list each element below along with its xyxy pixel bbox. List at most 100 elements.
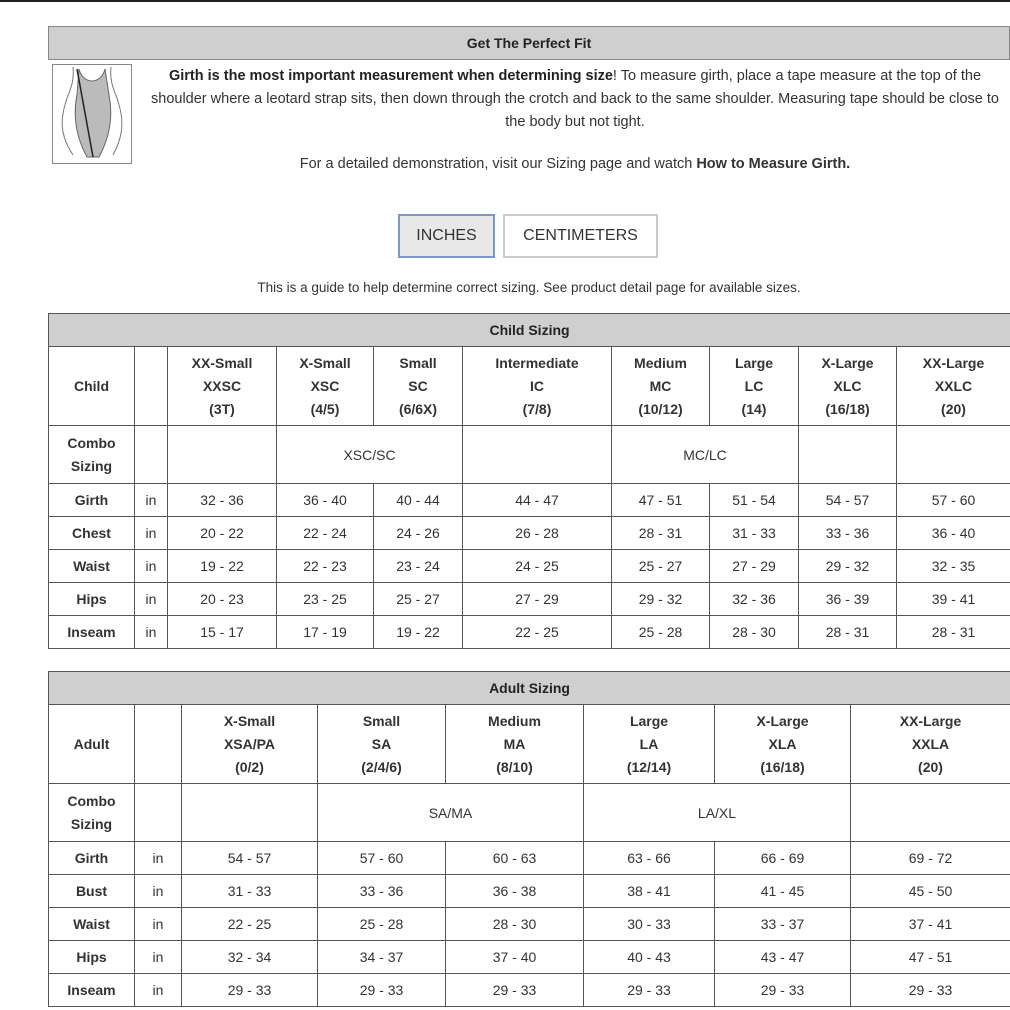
table-corner-label: Adult: [48, 704, 135, 784]
size-header: XX-Small XXSC (3T): [167, 346, 277, 426]
measurement-value: 57 - 60: [895, 483, 1010, 517]
table-row: Inseam in 29 - 33 29 - 33 29 - 33 29 - 33 29 -…: [48, 973, 1010, 1007]
measurement-value: 20 - 22: [167, 516, 277, 550]
adult-sizing-table: Adult Sizing Adult X-Small XSA/PA (0/2) Small…: [47, 671, 1010, 1007]
table-row: Chest in 20 - 22 22 - 24 24 - 26 26 - 28 28 - …: [48, 516, 1010, 550]
size-header-line: XLC: [833, 377, 862, 394]
measurement-value: 30 - 33: [583, 907, 715, 941]
size-header: Medium MC (10/12): [611, 346, 710, 426]
measurement-value: 29 - 32: [611, 582, 710, 616]
combo-cell: MC/LC: [611, 425, 799, 484]
measurement-label: Girth: [48, 483, 135, 517]
unit-header: [134, 346, 168, 426]
measurement-value: 47 - 51: [849, 940, 1010, 974]
measurement-value: 24 - 25: [462, 549, 612, 583]
measurement-label: Inseam: [48, 615, 135, 649]
table-row: Inseam in 15 - 17 17 - 19 19 - 22 22 - 25 25 -…: [48, 615, 1010, 649]
measurement-value: 32 - 36: [709, 582, 799, 616]
measurement-value: 39 - 41: [895, 582, 1010, 616]
size-header-line: MC: [649, 377, 672, 394]
size-header-line: XXLA: [911, 735, 950, 752]
size-header: X-Small XSC (4/5): [276, 346, 374, 426]
size-header-line: XX-Large: [922, 354, 985, 371]
measurement-label: Inseam: [48, 973, 135, 1007]
size-header: Small SC (6/6X): [373, 346, 463, 426]
combo-label-line: Sizing: [70, 815, 113, 832]
measurement-value: 22 - 24: [276, 516, 374, 550]
size-header-line: MA: [503, 735, 526, 752]
measurement-value: 29 - 33: [181, 973, 318, 1007]
measurement-value: 28 - 31: [611, 516, 710, 550]
measurement-value: 22 - 25: [181, 907, 318, 941]
size-header-line: (0/2): [235, 758, 264, 775]
measurement-value: 57 - 60: [317, 841, 446, 875]
unit-cell: in: [134, 841, 182, 875]
size-header: Small SA (2/4/6): [317, 704, 446, 784]
combo-cell: SA/MA: [317, 783, 584, 842]
measurement-value: 32 - 36: [167, 483, 277, 517]
size-header: Intermediate IC (7/8): [462, 346, 612, 426]
measurement-value: 22 - 25: [462, 615, 612, 649]
table-row: Waist in 19 - 22 22 - 23 23 - 24 24 - 25 25 - …: [48, 549, 1010, 583]
measurement-value: 44 - 47: [462, 483, 612, 517]
size-header-line: Small: [362, 712, 401, 729]
measurement-value: 28 - 31: [895, 615, 1010, 649]
measurement-value: 27 - 29: [462, 582, 612, 616]
unit-cell: in: [134, 483, 168, 517]
unit-cell: in: [134, 615, 168, 649]
measurement-value: 31 - 33: [709, 516, 799, 550]
measurement-value: 23 - 25: [276, 582, 374, 616]
size-header-line: (10/12): [638, 400, 683, 417]
size-header-line: (8/10): [496, 758, 533, 775]
how-to-measure-girth-link[interactable]: How to Measure Girth.: [696, 156, 851, 172]
combo-cell: [895, 425, 1010, 484]
size-header-row: Adult X-Small XSA/PA (0/2) Small SA (2/4/6) Med…: [48, 704, 1010, 784]
demo-text-lead: For a detailed demonstration, visit our …: [299, 156, 697, 172]
unit-cell: [134, 783, 182, 842]
measurement-label: Waist: [48, 907, 135, 941]
unit-cell: in: [134, 874, 182, 908]
measurement-value: 15 - 17: [167, 615, 277, 649]
size-header: Medium MA (8/10): [445, 704, 584, 784]
measurement-value: 29 - 32: [798, 549, 897, 583]
table-row: Waist in 22 - 25 25 - 28 28 - 30 30 - 33 33 - …: [48, 907, 1010, 941]
measurement-label: Waist: [48, 549, 135, 583]
measurement-value: 40 - 43: [583, 940, 715, 974]
measurement-value: 33 - 36: [798, 516, 897, 550]
measurement-value: 66 - 69: [714, 841, 851, 875]
measurement-label: Girth: [48, 841, 135, 875]
size-header-line: Medium: [488, 712, 541, 729]
leotard-girth-illustration: [52, 64, 132, 164]
unit-cell: in: [134, 516, 168, 550]
combo-sizing-row: Combo Sizing XSC/SC MC/LC: [48, 425, 1010, 484]
girth-instructions: Girth is the most important measurement …: [140, 65, 1010, 134]
size-header-line: LC: [744, 377, 764, 394]
combo-sizing-label: Combo Sizing: [48, 425, 135, 484]
inches-button[interactable]: INCHES: [398, 214, 495, 258]
size-header-line: SC: [408, 377, 428, 394]
size-header-line: (14): [741, 400, 767, 417]
size-header: Large LC (14): [709, 346, 799, 426]
measurement-value: 54 - 57: [181, 841, 318, 875]
child-sizing-table: Child Sizing Child XX-Small XXSC (3T) X-Small…: [47, 313, 1010, 649]
measurement-value: 23 - 24: [373, 549, 463, 583]
girth-instructions-text: ! To measure girth, place a tape measure…: [151, 68, 999, 130]
measurement-value: 40 - 44: [373, 483, 463, 517]
measurement-value: 33 - 36: [317, 874, 446, 908]
measurement-value: 28 - 30: [709, 615, 799, 649]
unit-header: [134, 704, 182, 784]
measurement-value: 36 - 40: [276, 483, 374, 517]
measurement-value: 37 - 40: [445, 940, 584, 974]
size-header-line: (16/18): [760, 758, 805, 775]
combo-cell: [462, 425, 612, 484]
size-header-line: X-Large: [756, 712, 809, 729]
measurement-value: 36 - 38: [445, 874, 584, 908]
size-header-line: X-Small: [299, 354, 351, 371]
centimeters-button[interactable]: CENTIMETERS: [503, 214, 658, 258]
measurement-value: 25 - 27: [611, 549, 710, 583]
unit-cell: in: [134, 907, 182, 941]
measurement-value: 32 - 35: [895, 549, 1010, 583]
combo-cell: [849, 783, 1010, 842]
measurement-label: Hips: [48, 940, 135, 974]
combo-cell: [167, 425, 277, 484]
